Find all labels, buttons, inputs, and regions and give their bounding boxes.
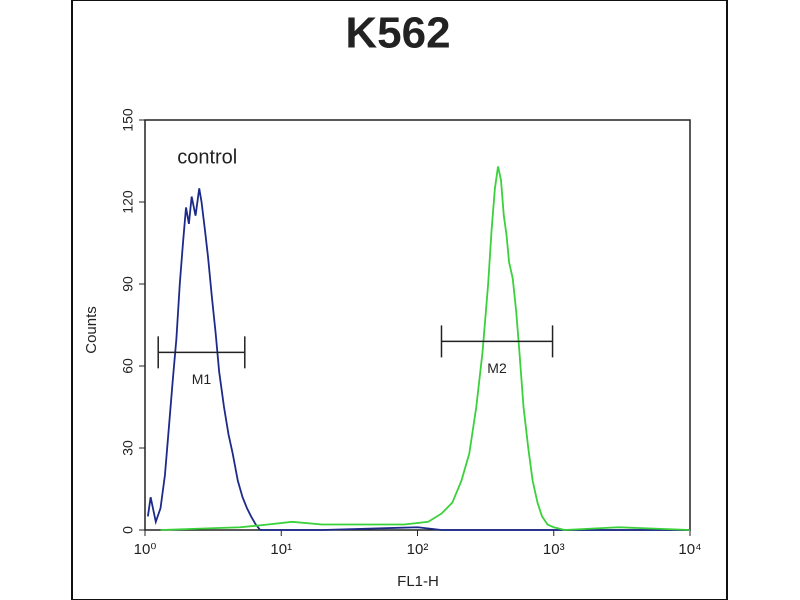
x-tick-label: 10³	[543, 541, 565, 558]
marker-label: M1	[192, 371, 212, 387]
x-tick-label: 10⁰	[134, 541, 157, 558]
y-tick-label: 90	[120, 276, 136, 292]
y-tick-label: 0	[120, 526, 136, 534]
frame	[71, 0, 728, 600]
x-axis-label: FL1-H	[397, 573, 439, 590]
x-tick-label: 10⁴	[678, 541, 701, 558]
marker-label: M2	[487, 360, 507, 376]
series-label: control	[177, 147, 237, 169]
chart-title: K562	[345, 9, 450, 58]
y-tick-label: 150	[120, 108, 136, 132]
x-tick-label: 10²	[407, 541, 429, 558]
y-tick-label: 120	[120, 190, 136, 214]
y-tick-label: 30	[120, 440, 136, 456]
y-tick-label: 60	[120, 358, 136, 374]
series-line	[160, 166, 691, 531]
x-tick-label: 10¹	[270, 541, 292, 558]
y-axis-label: Counts	[83, 306, 100, 354]
